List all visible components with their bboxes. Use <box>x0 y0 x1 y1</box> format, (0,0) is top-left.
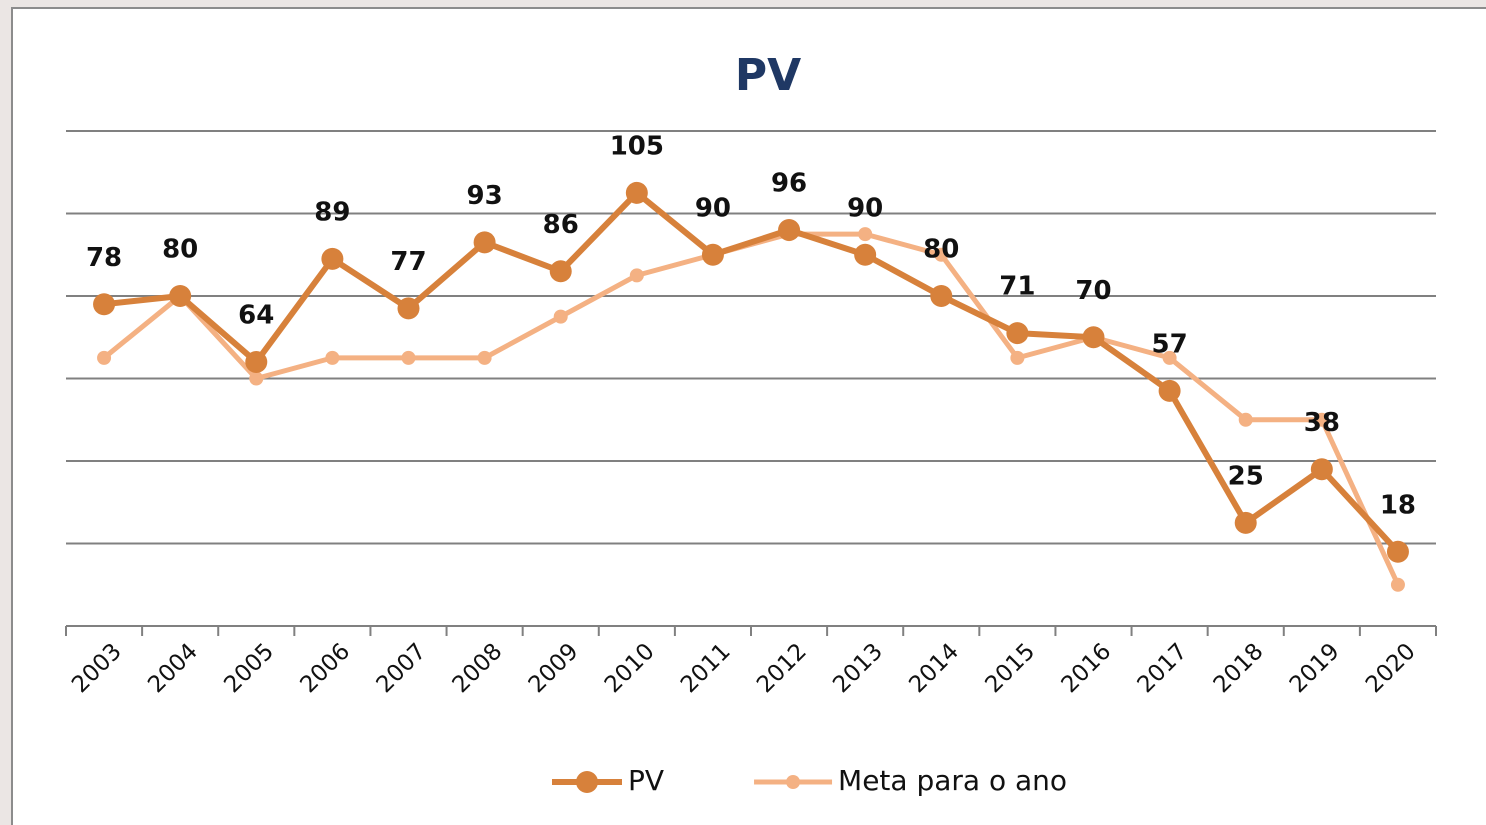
point <box>473 231 496 254</box>
legend-label: Meta para o ano <box>838 764 1067 797</box>
data-label: 80 <box>923 235 959 265</box>
data-label: 70 <box>1075 276 1111 306</box>
point <box>625 181 648 204</box>
point <box>401 350 416 365</box>
point <box>1006 322 1029 345</box>
chart-title: PV <box>735 50 801 101</box>
data-label: 25 <box>1228 461 1264 491</box>
point <box>1310 458 1333 481</box>
point <box>701 243 724 266</box>
data-label: 57 <box>1152 329 1188 359</box>
point <box>1158 379 1181 402</box>
point <box>1314 412 1329 427</box>
data-label: 38 <box>1304 408 1340 438</box>
legend-marker <box>786 775 801 789</box>
data-label: 90 <box>847 193 883 223</box>
point <box>321 247 344 270</box>
point <box>93 293 116 316</box>
data-label: 89 <box>314 197 350 227</box>
point <box>629 268 644 283</box>
data-label: 78 <box>86 243 122 273</box>
data-label: 80 <box>162 235 198 265</box>
point <box>858 227 873 242</box>
point <box>934 247 949 262</box>
point <box>397 297 420 320</box>
data-label: 93 <box>467 181 503 211</box>
data-label: 18 <box>1380 490 1416 520</box>
point <box>854 243 877 266</box>
point <box>477 350 492 365</box>
point <box>1386 540 1409 563</box>
data-label: 71 <box>999 272 1035 302</box>
point <box>325 350 340 365</box>
point <box>97 350 112 365</box>
point <box>1010 350 1025 365</box>
point <box>169 285 192 307</box>
data-label: 90 <box>695 193 731 223</box>
point <box>930 285 953 307</box>
data-label: 105 <box>610 131 664 161</box>
point <box>778 219 801 241</box>
point <box>1390 577 1405 592</box>
point <box>1162 350 1177 365</box>
data-label: 77 <box>390 247 426 277</box>
data-label: 64 <box>238 301 274 331</box>
data-label: 86 <box>543 210 579 240</box>
point <box>1238 412 1253 427</box>
legend-marker <box>576 771 598 793</box>
point <box>249 371 264 386</box>
legend-label: PV <box>628 764 664 797</box>
point <box>245 351 268 373</box>
point <box>1082 326 1105 349</box>
series-line <box>103 189 1401 554</box>
point <box>1234 511 1257 534</box>
data-label: 96 <box>771 169 807 199</box>
point <box>549 260 572 283</box>
point <box>553 309 568 324</box>
